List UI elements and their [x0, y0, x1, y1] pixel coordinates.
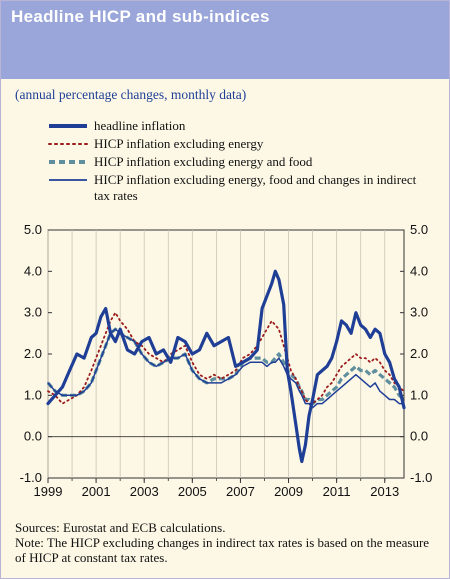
footnote-note: Note: The HICP excluding changes in indi… — [15, 535, 430, 565]
y-tick-label-left: 3.0 — [24, 305, 42, 320]
x-tick-label: 1999 — [34, 484, 63, 499]
y-tick-label-left: 0.0 — [24, 429, 42, 444]
y-tick-label-left: 2.0 — [24, 346, 42, 361]
x-tick-label: 2003 — [130, 484, 159, 499]
footnote-sources: Sources: Eurostat and ECB calculations. — [15, 520, 226, 535]
y-tick-label-right: 1.0 — [410, 387, 428, 402]
y-tick-label-left: 1.0 — [24, 387, 42, 402]
legend-label-excl-energy: HICP inflation excluding energy — [94, 136, 264, 151]
y-tick-label-right: 5.0 — [410, 222, 428, 237]
y-tick-label-right: -1.0 — [410, 470, 432, 485]
legend-label-headline: headline inflation — [94, 118, 186, 133]
legend-label-excl-tax: HICP inflation excluding energy, food an… — [94, 172, 417, 203]
header-band: Headline HICP and sub-indices — [1, 1, 449, 79]
y-tick-label-left: -1.0 — [20, 470, 42, 485]
x-tick-label: 2005 — [178, 484, 207, 499]
y-tick-label-right: 3.0 — [410, 305, 428, 320]
series-headline-inflation — [46, 269, 406, 464]
y-tick-label-left: 5.0 — [24, 222, 42, 237]
chart-subtitle: (annual percentage changes, monthly data… — [15, 87, 247, 102]
y-tick-label-right: 4.0 — [410, 263, 428, 278]
line-chart: 5.0 5.0 4.0 4.0 3.0 3.0 2.0 2.0 1.0 1.0 0.0 0.0 -1.0… — [20, 222, 433, 499]
chart-title: Headline HICP and sub-indices — [11, 7, 270, 26]
x-tick-label: 2013 — [370, 484, 399, 499]
y-tick-label-right: 2.0 — [410, 346, 428, 361]
x-tick-label: 2001 — [82, 484, 111, 499]
series-excl-energy — [47, 311, 405, 405]
legend-swatches — [48, 124, 88, 181]
x-tick-label: 2009 — [274, 484, 303, 499]
x-tick-label: 2007 — [226, 484, 255, 499]
legend-label-excl-energy-food: HICP inflation excluding energy and food — [94, 154, 313, 169]
y-tick-label-right: 0.0 — [410, 429, 428, 444]
y-tick-label-left: 4.0 — [24, 263, 42, 278]
x-tick-label: 2011 — [323, 484, 351, 499]
series-excl-tax — [47, 328, 405, 409]
footnote: Sources: Eurostat and ECB calculations. … — [15, 520, 440, 565]
